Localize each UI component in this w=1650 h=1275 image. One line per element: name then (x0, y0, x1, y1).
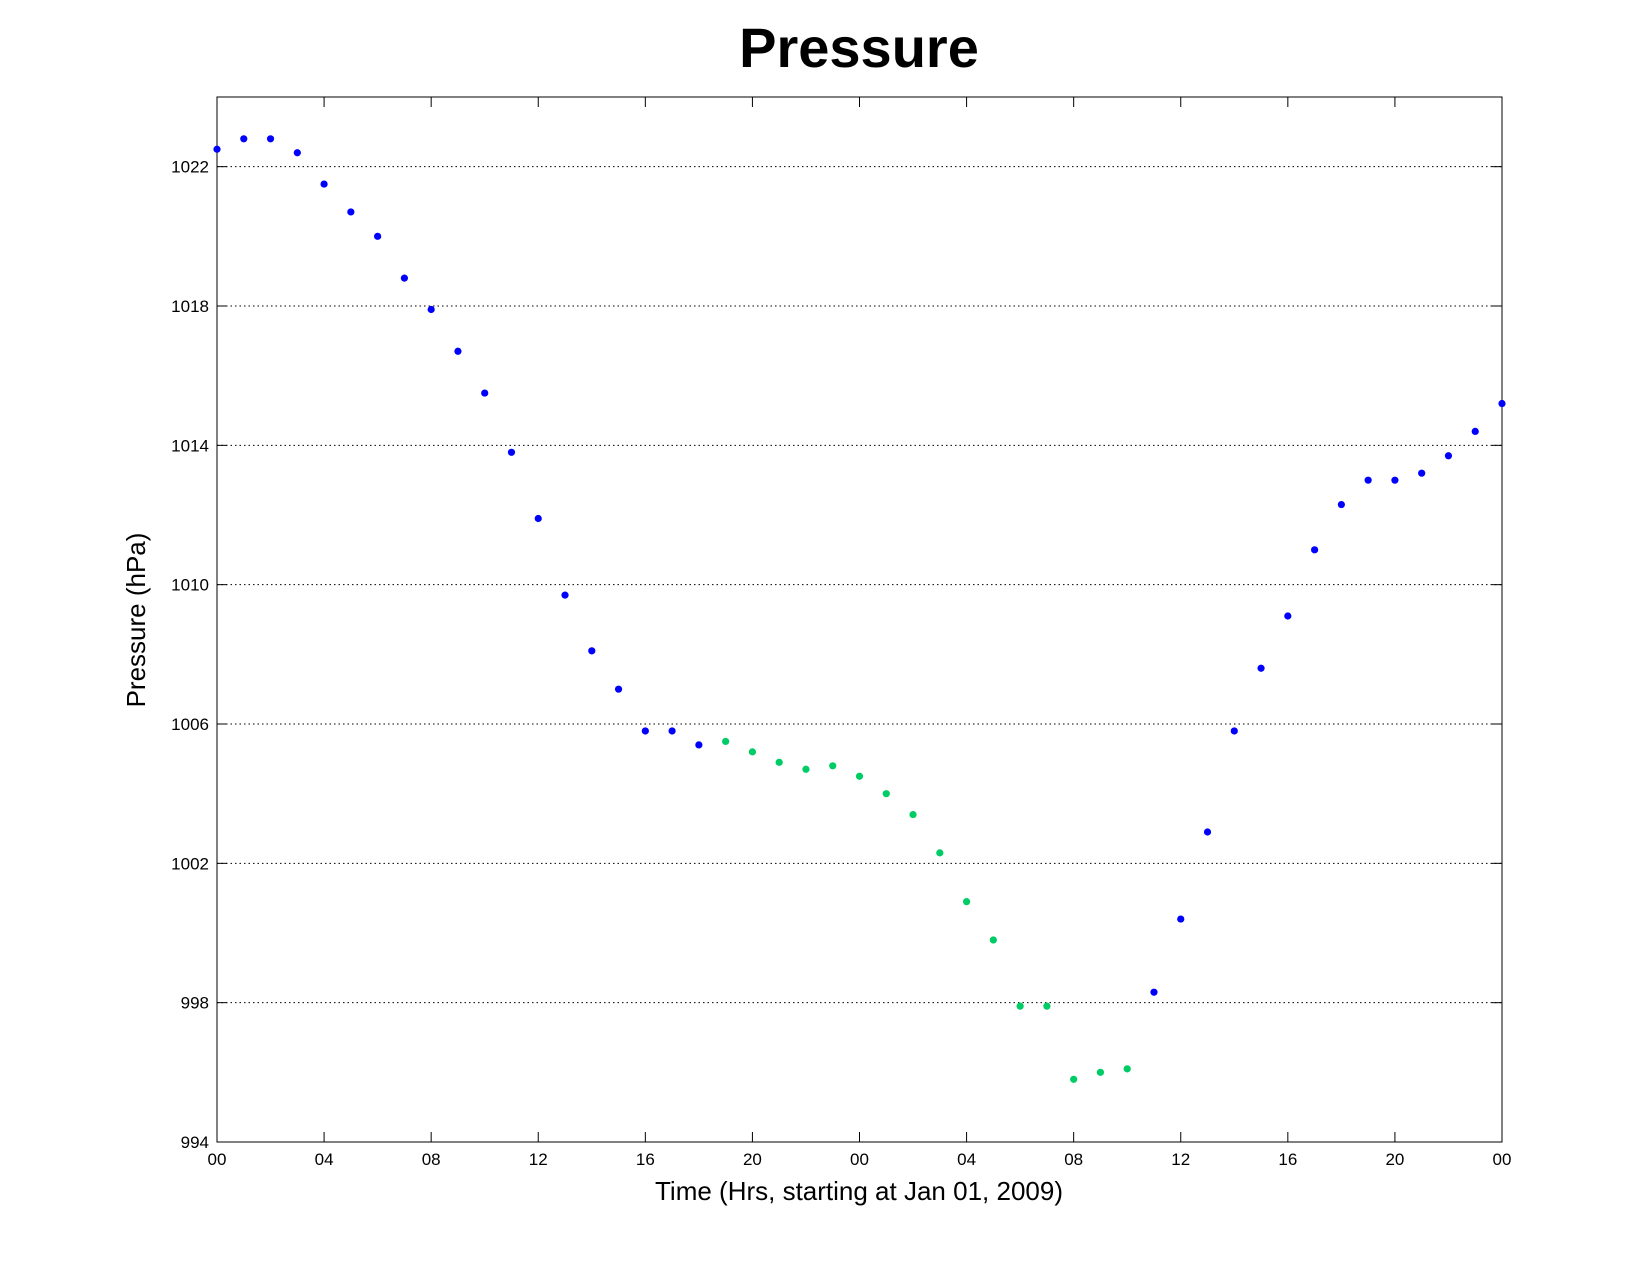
data-point (320, 180, 328, 188)
x-tick-label: 20 (743, 1150, 762, 1169)
data-point (1070, 1075, 1078, 1083)
data-point (882, 790, 890, 798)
y-tick-label: 1006 (171, 715, 209, 734)
data-point (374, 232, 382, 240)
y-axis-label: Pressure (hPa) (121, 533, 151, 708)
data-point (775, 758, 783, 766)
x-tick-label: 08 (422, 1150, 441, 1169)
x-tick-label: 00 (850, 1150, 869, 1169)
data-point (1391, 476, 1399, 484)
x-tick-label: 08 (1064, 1150, 1083, 1169)
data-point (1043, 1002, 1051, 1010)
x-tick-label: 16 (1278, 1150, 1297, 1169)
data-point (400, 274, 408, 282)
data-point (213, 145, 221, 153)
data-point (481, 389, 489, 397)
data-point (1444, 452, 1453, 460)
plot-area (217, 97, 1502, 1142)
data-point (534, 514, 542, 523)
data-point (1123, 1065, 1131, 1073)
chart-title: Pressure (739, 16, 979, 79)
data-point (668, 727, 676, 735)
x-tick-label: 12 (529, 1150, 548, 1169)
data-point (1016, 1002, 1024, 1010)
x-tick-label: 20 (1385, 1150, 1404, 1169)
x-axis-label: Time (Hrs, starting at Jan 01, 2009) (655, 1176, 1063, 1206)
data-point (1418, 469, 1426, 477)
y-tick-label: 1022 (171, 158, 209, 177)
data-point (1257, 664, 1265, 672)
data-point (588, 647, 596, 655)
data-point (695, 741, 703, 749)
data-point (266, 135, 275, 143)
data-point (1096, 1068, 1105, 1076)
x-tick-label: 04 (315, 1150, 334, 1169)
data-point (1230, 727, 1238, 735)
axis-ticks (216, 97, 1503, 1143)
data-points (213, 135, 1506, 1083)
y-tick-label: 1002 (171, 854, 209, 873)
x-tick-label: 00 (208, 1150, 227, 1169)
y-tick-label: 994 (181, 1133, 209, 1152)
data-point (1150, 988, 1158, 996)
data-point (936, 849, 944, 857)
data-point (1471, 427, 1479, 435)
data-point (909, 810, 917, 819)
x-tick-label: 16 (636, 1150, 655, 1169)
y-tick-labels: 994 998 1002 1006 1010 1014 1018 1022 (171, 158, 209, 1152)
y-tick-label: 1018 (171, 297, 209, 316)
data-point (293, 149, 301, 157)
data-point (1284, 612, 1292, 620)
data-point (454, 347, 462, 355)
x-tick-label: 00 (1493, 1150, 1512, 1169)
data-point (748, 748, 757, 756)
data-point (1337, 500, 1345, 509)
data-point (641, 727, 649, 735)
data-point (962, 898, 971, 906)
plot-frame (216, 96, 1503, 1143)
data-point (802, 765, 810, 773)
data-point (855, 772, 864, 780)
data-point (1311, 546, 1319, 554)
data-point (722, 737, 730, 746)
y-tick-label: 998 (181, 994, 209, 1013)
data-point (1498, 399, 1506, 408)
data-point (427, 305, 435, 314)
data-point (1364, 476, 1372, 484)
data-point (989, 936, 997, 944)
data-point (1203, 828, 1212, 836)
data-point (347, 208, 355, 216)
x-tick-label: 04 (957, 1150, 976, 1169)
data-point (240, 135, 248, 143)
data-point (507, 448, 516, 456)
x-tick-label: 12 (1171, 1150, 1190, 1169)
data-point (829, 762, 837, 770)
data-point (614, 685, 623, 693)
y-tick-label: 1014 (171, 436, 209, 455)
data-point (561, 591, 569, 599)
data-point (1177, 915, 1185, 923)
x-tick-labels: 00 04 08 12 16 20 00 04 08 12 16 20 00 (208, 1150, 1512, 1169)
y-tick-label: 1010 (171, 576, 209, 595)
